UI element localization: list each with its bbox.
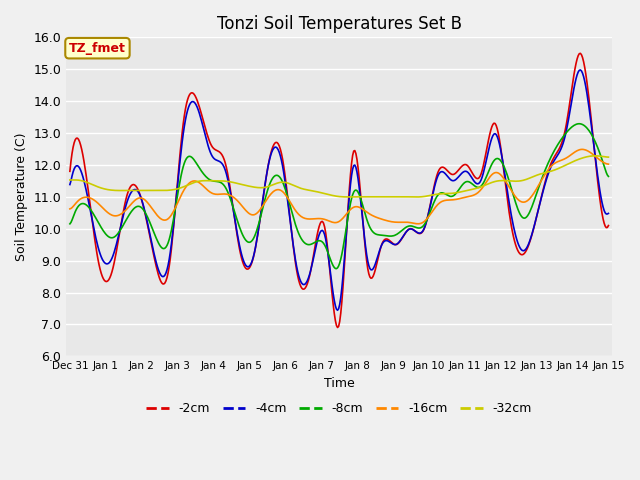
-16cm bbox=[579, 146, 586, 152]
-4cm bbox=[388, 240, 396, 246]
-32cm bbox=[387, 194, 394, 200]
-32cm bbox=[357, 194, 365, 200]
-8cm bbox=[575, 121, 583, 127]
Y-axis label: Soil Temperature (C): Soil Temperature (C) bbox=[15, 132, 28, 261]
-4cm bbox=[509, 218, 516, 224]
-4cm bbox=[322, 236, 330, 242]
-2cm bbox=[577, 50, 584, 56]
-4cm bbox=[594, 172, 602, 178]
-8cm bbox=[333, 266, 340, 272]
-4cm bbox=[577, 67, 584, 73]
-32cm bbox=[325, 192, 333, 197]
X-axis label: Time: Time bbox=[324, 377, 355, 390]
-4cm bbox=[66, 181, 74, 187]
-8cm bbox=[594, 144, 602, 150]
-4cm bbox=[333, 307, 341, 313]
Text: TZ_fmet: TZ_fmet bbox=[69, 42, 126, 55]
Line: -4cm: -4cm bbox=[70, 70, 609, 310]
Line: -2cm: -2cm bbox=[70, 53, 609, 327]
Line: -32cm: -32cm bbox=[70, 156, 609, 197]
-2cm bbox=[66, 168, 74, 174]
Title: Tonzi Soil Temperatures Set B: Tonzi Soil Temperatures Set B bbox=[217, 15, 461, 33]
-16cm bbox=[357, 205, 365, 211]
-2cm bbox=[325, 258, 333, 264]
-8cm bbox=[509, 189, 516, 195]
-16cm bbox=[325, 218, 333, 224]
Line: -16cm: -16cm bbox=[70, 149, 609, 224]
-16cm bbox=[509, 190, 516, 195]
-4cm bbox=[605, 211, 612, 216]
-8cm bbox=[605, 173, 612, 179]
-32cm bbox=[594, 153, 602, 159]
-4cm bbox=[325, 258, 333, 264]
-2cm bbox=[605, 223, 612, 228]
Line: -8cm: -8cm bbox=[70, 124, 609, 269]
-16cm bbox=[413, 221, 421, 227]
-16cm bbox=[322, 217, 330, 223]
-2cm bbox=[388, 240, 396, 245]
-16cm bbox=[387, 218, 394, 224]
-2cm bbox=[358, 212, 366, 218]
-8cm bbox=[66, 221, 74, 227]
-32cm bbox=[605, 154, 612, 160]
-16cm bbox=[594, 156, 602, 161]
-8cm bbox=[358, 201, 366, 207]
-4cm bbox=[358, 214, 366, 220]
-16cm bbox=[66, 206, 74, 212]
-16cm bbox=[605, 161, 612, 167]
-32cm bbox=[509, 178, 516, 184]
-2cm bbox=[322, 230, 330, 236]
-2cm bbox=[594, 178, 602, 184]
-32cm bbox=[66, 177, 74, 183]
-8cm bbox=[322, 244, 330, 250]
-32cm bbox=[412, 194, 420, 200]
Legend: -2cm, -4cm, -8cm, -16cm, -32cm: -2cm, -4cm, -8cm, -16cm, -32cm bbox=[141, 397, 537, 420]
-2cm bbox=[333, 324, 341, 330]
-8cm bbox=[388, 233, 396, 239]
-2cm bbox=[509, 228, 516, 234]
-32cm bbox=[322, 191, 330, 197]
-8cm bbox=[325, 252, 333, 258]
-32cm bbox=[591, 153, 599, 159]
